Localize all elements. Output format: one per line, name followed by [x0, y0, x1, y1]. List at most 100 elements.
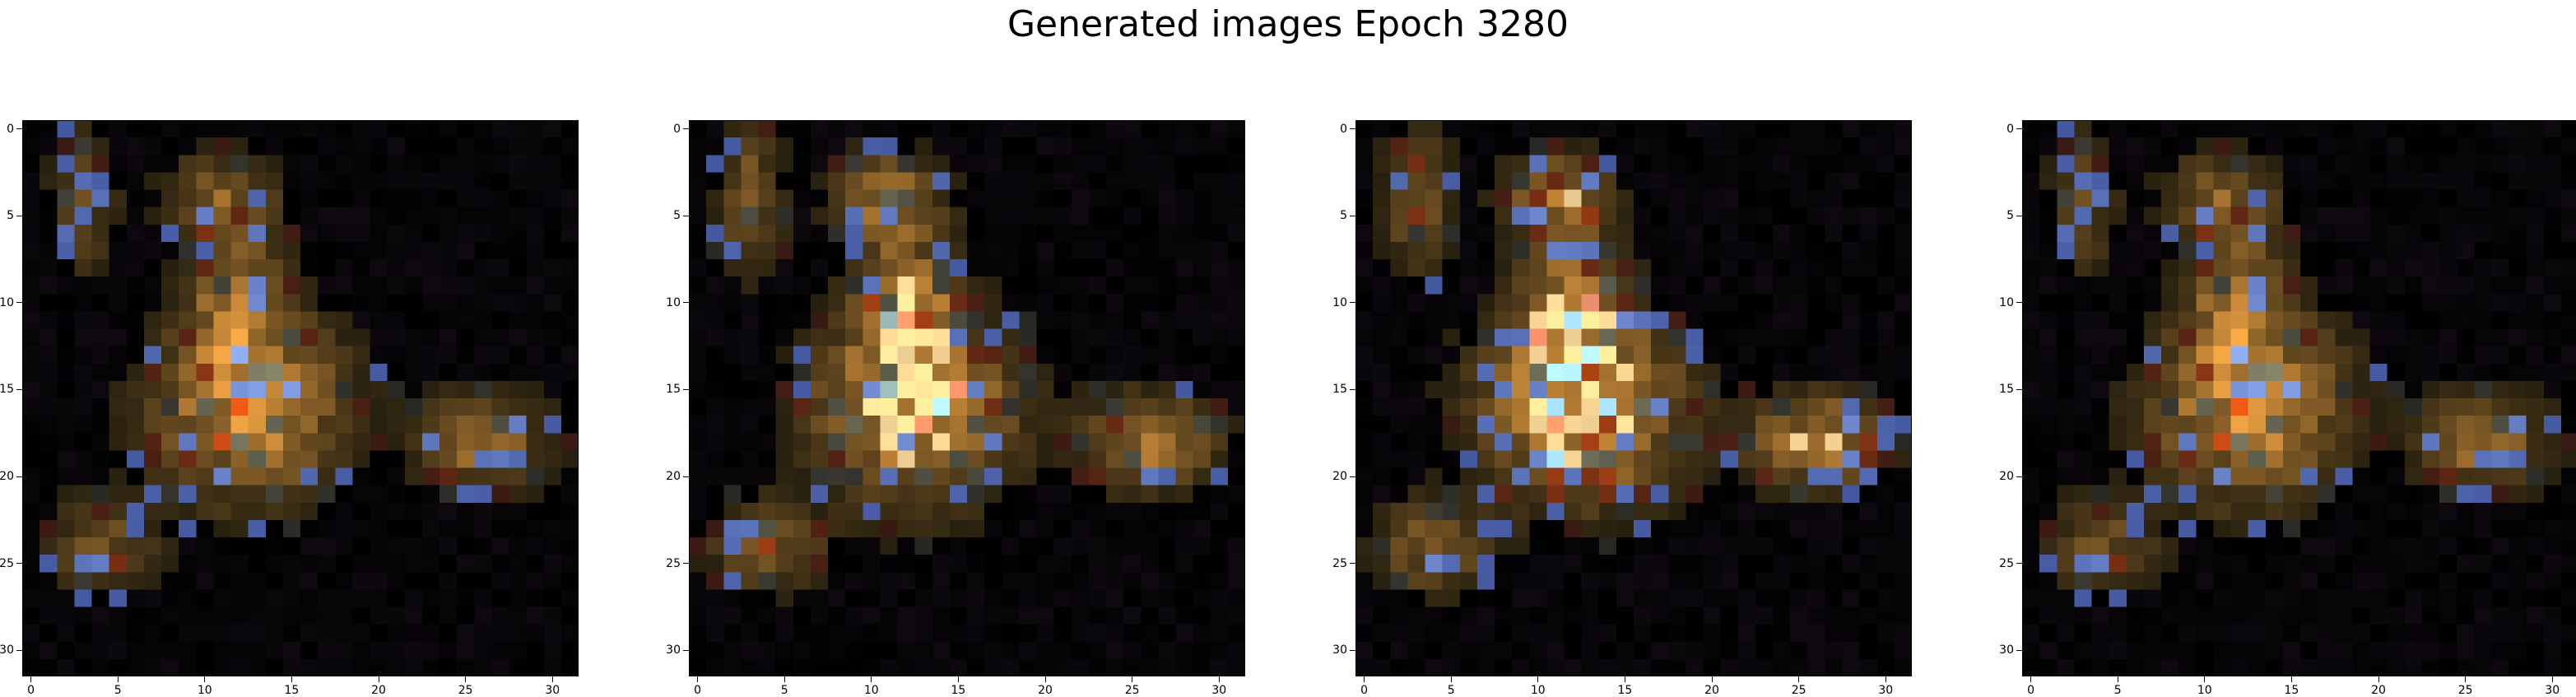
y-tick-label: 20	[1332, 470, 1347, 484]
y-tick	[1350, 388, 1355, 390]
x-tick-label: 15	[1617, 684, 1633, 697]
y-tick	[2016, 302, 2022, 304]
x-tick	[1364, 676, 1365, 682]
x-tick	[2551, 676, 2553, 682]
y-tick-label: 15	[1999, 383, 2014, 397]
x-tick-label: 25	[1791, 684, 1806, 697]
y-tick-label: 5	[2006, 209, 2014, 223]
y-tick-label: 10	[1332, 295, 1347, 309]
y-tick	[16, 649, 22, 651]
pixel-image	[689, 120, 1245, 676]
y-tick-label: 15	[666, 383, 681, 397]
x-tick-label: 20	[371, 684, 386, 697]
y-tick-label: 10	[666, 295, 681, 309]
generated-image-1: 0 5 10 15 20 25 30 0 5 10 15 20 25 30	[0, 120, 579, 697]
y-tick-label: 5	[673, 209, 681, 223]
y-tick-label: 10	[1999, 295, 2014, 309]
y-tick	[1350, 649, 1355, 651]
y-tick	[683, 563, 689, 565]
x-tick-label: 5	[114, 684, 122, 697]
x-tick	[2204, 676, 2206, 682]
x-tick-label: 0	[27, 684, 35, 697]
x-tick	[783, 676, 785, 682]
x-tick	[2290, 676, 2292, 682]
y-tick	[16, 476, 22, 477]
x-tick-label: 5	[780, 684, 788, 697]
y-tick-label: 0	[673, 122, 681, 136]
y-tick-label: 15	[0, 383, 14, 397]
x-tick-label: 10	[2197, 684, 2212, 697]
y-tick	[2016, 388, 2022, 390]
y-tick	[16, 388, 22, 390]
y-tick	[683, 476, 689, 477]
generated-image-4: 0 5 10 15 20 25 30 0 5 10 15 20 25 30	[1999, 120, 2576, 697]
y-tick-label: 0	[2006, 122, 2014, 136]
y-tick	[16, 128, 22, 130]
x-tick	[957, 676, 959, 682]
y-tick	[683, 649, 689, 651]
y-tick-label: 25	[0, 556, 14, 570]
x-tick-label: 20	[2371, 684, 2386, 697]
x-tick	[1218, 676, 1220, 682]
x-tick	[465, 676, 467, 682]
x-tick-label: 10	[1530, 684, 1546, 697]
x-tick	[1711, 676, 1713, 682]
x-tick-label: 30	[1878, 684, 1894, 697]
generated-image-3: 0 5 10 15 20 25 30 0 5 10 15 20 25 30	[1332, 120, 1912, 697]
y-tick-label: 20	[0, 470, 14, 484]
x-tick	[2378, 676, 2379, 682]
x-tick-label: 20	[1704, 684, 1719, 697]
y-tick-label: 25	[1999, 556, 2014, 570]
x-tick	[30, 676, 32, 682]
x-tick	[2465, 676, 2467, 682]
x-tick-label: 25	[458, 684, 473, 697]
x-tick-label: 10	[197, 684, 212, 697]
y-tick-label: 20	[666, 470, 681, 484]
y-tick	[2016, 649, 2022, 651]
x-tick	[1798, 676, 1800, 682]
x-tick-label: 20	[1038, 684, 1053, 697]
x-tick	[2030, 676, 2032, 682]
y-tick-label: 5	[1340, 209, 1347, 223]
x-tick-label: 30	[2545, 684, 2560, 697]
x-tick-label: 10	[863, 684, 879, 697]
y-tick	[1350, 128, 1355, 130]
y-tick	[2016, 128, 2022, 130]
y-tick	[16, 563, 22, 565]
x-tick	[204, 676, 206, 682]
x-tick	[291, 676, 292, 682]
x-tick-label: 30	[545, 684, 560, 697]
y-tick	[683, 388, 689, 390]
figure-title: Generated images Epoch 3280	[1007, 3, 1569, 45]
x-tick-label: 15	[2284, 684, 2299, 697]
x-tick-label: 5	[1447, 684, 1455, 697]
y-tick-label: 30	[666, 644, 681, 658]
generated-image-2: 0 5 10 15 20 25 30 0 5 10 15 20 25 30	[666, 120, 1245, 697]
y-tick	[16, 302, 22, 304]
x-tick-label: 15	[284, 684, 300, 697]
pixel-image	[22, 120, 579, 676]
x-tick-label: 0	[1360, 684, 1369, 697]
y-tick-label: 0	[1340, 122, 1347, 136]
y-tick	[1350, 302, 1355, 304]
y-tick-label: 25	[1332, 556, 1347, 570]
y-tick	[1350, 563, 1355, 565]
y-tick-label: 20	[1999, 470, 2014, 484]
pixel-image	[1355, 120, 1912, 676]
y-tick	[683, 302, 689, 304]
y-tick-label: 10	[0, 295, 14, 309]
y-tick	[2016, 476, 2022, 477]
x-tick	[871, 676, 872, 682]
x-tick-label: 15	[951, 684, 966, 697]
y-tick	[2016, 563, 2022, 565]
x-tick	[697, 676, 699, 682]
y-tick	[1350, 476, 1355, 477]
x-tick-label: 0	[2027, 684, 2035, 697]
y-tick-label: 30	[1332, 644, 1347, 658]
x-tick-label: 0	[694, 684, 702, 697]
y-tick	[683, 128, 689, 130]
y-tick-label: 25	[666, 556, 681, 570]
x-tick	[551, 676, 553, 682]
y-tick-label: 5	[7, 209, 14, 223]
x-tick	[1044, 676, 1046, 682]
